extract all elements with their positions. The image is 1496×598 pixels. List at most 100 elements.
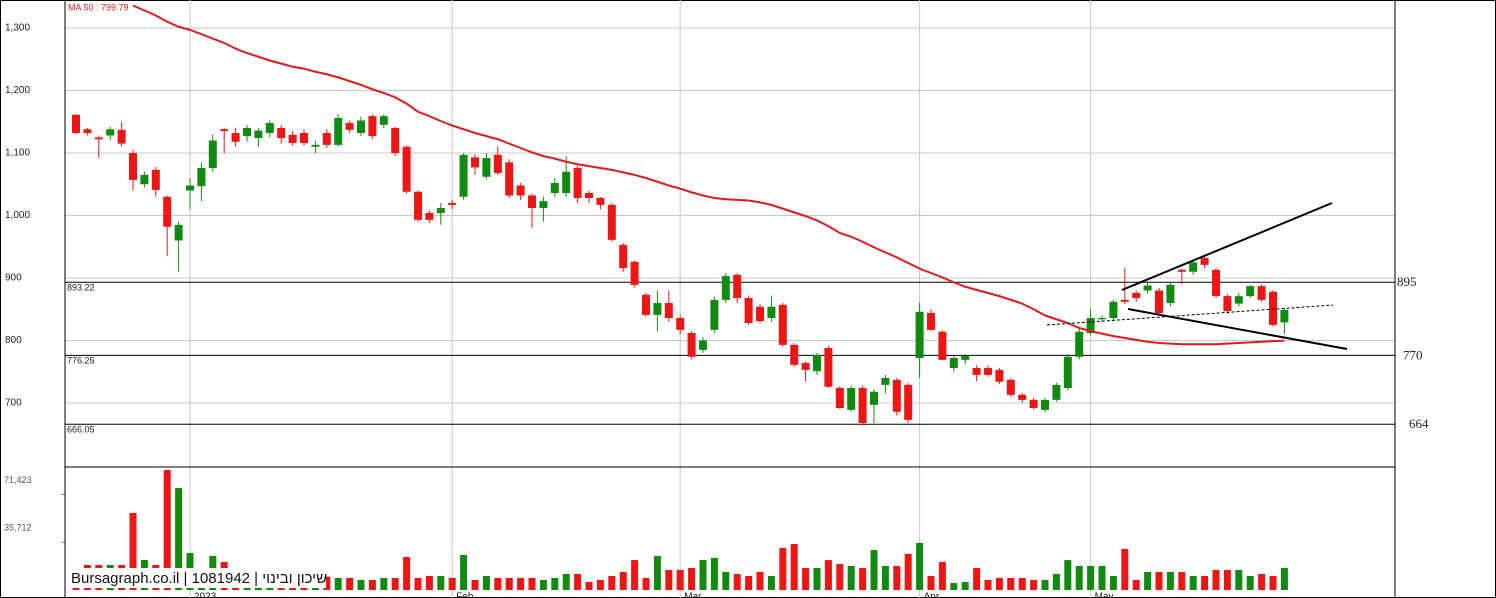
candle-body <box>767 306 776 318</box>
watermark-bg <box>68 568 326 588</box>
candle-body <box>471 157 479 168</box>
volume-bar <box>482 575 490 590</box>
volume-bar <box>1121 548 1129 590</box>
candle-body <box>1052 384 1061 400</box>
volume-bar <box>950 583 958 590</box>
candle-body <box>493 154 502 173</box>
volume-bar <box>585 581 593 590</box>
candle-body <box>756 306 764 322</box>
volume-bar <box>927 575 935 590</box>
volume-bar <box>562 573 570 590</box>
volume-bar <box>574 573 582 590</box>
volume-bar <box>129 512 137 590</box>
candle-body <box>1018 394 1027 400</box>
volume-bar <box>870 550 878 590</box>
candle-body <box>870 391 878 405</box>
candle-body <box>562 171 571 193</box>
volume-bar <box>699 560 707 590</box>
candle-body <box>106 129 115 136</box>
candle-body <box>72 114 80 133</box>
candle-body <box>835 388 844 408</box>
volume-bar <box>642 577 650 590</box>
candle-body <box>847 388 856 410</box>
x-tick-label: Feb <box>456 592 474 598</box>
volume-bar <box>665 569 673 590</box>
candle-body <box>813 354 821 372</box>
candle-body <box>117 129 126 144</box>
volume-bar <box>961 581 969 590</box>
candle-body <box>1269 291 1277 325</box>
volume-bar <box>539 579 547 590</box>
level-value: 893.22 <box>67 283 95 293</box>
trendlines <box>1046 202 1348 350</box>
candle-body <box>1189 262 1198 272</box>
candle-body <box>596 198 605 205</box>
volume-bar <box>1201 575 1209 590</box>
volume-bar <box>938 561 946 590</box>
candle-body <box>733 274 742 298</box>
volume-bar <box>847 565 855 590</box>
candle-body <box>676 318 685 330</box>
volume-bar <box>1280 567 1288 590</box>
volume-bar <box>357 579 365 590</box>
volume-bar <box>619 571 627 590</box>
candle-body <box>129 153 137 180</box>
candle-body <box>277 128 286 138</box>
volume-bar <box>494 577 502 590</box>
x-tick-label: Apr <box>924 592 940 598</box>
volume-bar <box>471 579 479 590</box>
level-tag: 895 <box>1397 274 1417 289</box>
volume-bar <box>163 469 171 590</box>
volume-bar <box>984 579 992 590</box>
volume-bar <box>859 567 867 590</box>
candle-body <box>505 162 514 196</box>
volume-bar <box>881 565 889 590</box>
ma-layer <box>132 4 1285 346</box>
candle-body <box>630 261 639 285</box>
volume-bar <box>460 554 468 590</box>
volume-bar <box>688 567 696 590</box>
candle-body <box>664 303 673 318</box>
candle-body <box>778 304 787 345</box>
candle-body <box>1086 318 1095 333</box>
level-value: 776.25 <box>67 356 95 366</box>
candle-body <box>1257 286 1266 300</box>
volume-bar <box>756 571 764 590</box>
volume-bar <box>710 557 718 590</box>
candle-body <box>619 244 628 268</box>
candle-body <box>334 118 343 145</box>
candle-body <box>892 379 901 412</box>
volume-bar <box>1235 569 1243 590</box>
volume-bar <box>1018 577 1026 590</box>
ma-label: MA 50 : 799.79 <box>68 2 129 12</box>
candle-body <box>801 363 810 370</box>
candle-body <box>516 185 525 196</box>
volume-bar <box>608 575 616 590</box>
candle-body <box>961 355 970 360</box>
volume-bar <box>414 577 422 590</box>
volume-bar <box>973 567 981 590</box>
candle-body <box>824 348 833 387</box>
candle-body <box>265 123 274 133</box>
candle-body <box>721 276 730 300</box>
candle-body <box>368 116 377 137</box>
volume-bar <box>368 579 376 590</box>
volume-bar <box>824 560 832 590</box>
volume-bar <box>722 571 730 590</box>
candle-body <box>1143 285 1152 291</box>
volume-bar <box>1178 571 1186 590</box>
candle-body <box>322 133 331 145</box>
y-tick-label: 1,300 <box>5 23 30 34</box>
volume-bar <box>1052 573 1060 590</box>
candle-body <box>1120 299 1129 302</box>
trendline <box>1121 202 1333 291</box>
volume-tick-label: 35,712 <box>4 523 32 533</box>
volume-bar <box>1155 571 1163 590</box>
volume-bar <box>1258 573 1266 590</box>
candle-body <box>744 298 753 323</box>
volume-bar <box>596 579 604 590</box>
volume-bar <box>517 577 525 590</box>
volume-bar <box>1064 560 1072 590</box>
y-tick-label: 800 <box>5 335 22 346</box>
candle-body <box>311 144 320 147</box>
